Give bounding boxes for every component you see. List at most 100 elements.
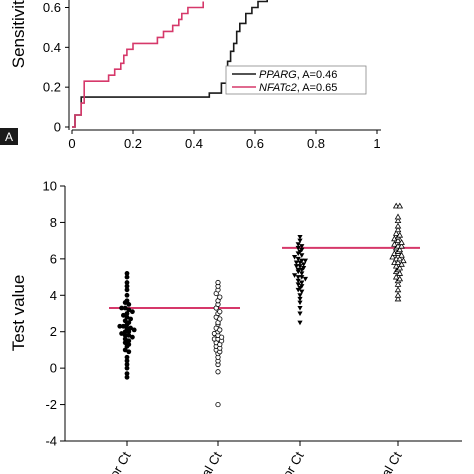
roc-x-tick-label: 1 [373,136,380,151]
data-point [389,253,396,260]
data-point [394,286,402,293]
data-point [396,202,404,209]
dot-y-tick-label: 6 [50,251,57,266]
panel-label: A [5,130,13,144]
data-point [396,246,404,253]
roc-y-tick-label: 0.6 [43,0,61,15]
roc-x-tick-label: 0.8 [307,136,325,151]
data-point [394,291,402,298]
data-point [122,305,128,311]
data-point [128,325,134,331]
roc-series [72,0,268,128]
data-point [398,239,405,245]
data-point [217,316,223,322]
dot-y-tick-label: 8 [50,215,57,230]
dot-x-tick-label: tal Ct [376,449,404,474]
data-point [394,259,402,265]
legend-box [225,65,367,95]
dot-y-tick-label: 0 [50,361,57,376]
dot-y-tick-label: 4 [50,288,57,303]
data-point [131,327,137,333]
data-point [295,256,301,262]
data-point [302,276,308,282]
data-point [391,240,398,247]
data-point [130,309,135,315]
data-point [124,271,130,276]
data-point [126,301,132,307]
data-point [392,262,400,269]
data-point [301,262,307,267]
data-point [124,371,130,377]
data-point [394,217,402,224]
roc-line-pparg [72,0,268,128]
roc-y-tick-label: 0.2 [43,80,61,95]
data-point [295,275,301,280]
data-point [398,242,405,249]
data-point [124,358,130,364]
dot-x-tick-label: or Ct [280,449,307,474]
data-point [396,270,404,276]
roc-y-ticks: 0 0.2 0.4 0.6 [43,0,69,135]
data-point [299,244,305,249]
data-point [124,314,130,320]
data-point [124,283,130,289]
data-point [297,238,303,244]
data-point [400,257,407,264]
data-point [299,271,305,277]
data-point [217,309,223,315]
data-point [219,334,225,340]
data-point [215,401,221,408]
data-point [126,338,132,344]
data-point [394,295,402,302]
data-point [299,247,305,253]
roc-x-tick-label: 0.2 [124,136,142,151]
roc-line-nfatc2 [72,1,204,128]
data-point [299,275,305,280]
data-point [293,264,299,269]
data-point [119,305,124,311]
data-point [293,260,299,266]
dot-y-tick-label: 2 [50,324,57,339]
data-point [295,267,301,273]
dot-y-ticks: -4 -2 0 2 4 6 8 10 [43,179,65,449]
data-point [124,325,130,331]
data-point [396,231,404,238]
data-point [394,280,402,287]
data-point [124,292,130,298]
data-point [124,362,130,367]
dot-x-tick-label: tal Ct [196,449,224,474]
dot-y-tick-label: 10 [43,179,57,194]
data-point [299,284,305,289]
data-point [392,229,400,236]
data-point [121,312,126,318]
dot-points [117,202,407,408]
data-point [394,226,402,233]
data-point [297,264,303,269]
data-point [122,336,128,342]
data-point [299,280,305,286]
data-point [126,342,132,347]
data-point [124,287,130,293]
data-point [396,255,404,262]
data-point [126,329,132,335]
dot-y-tick-label: -4 [45,434,57,449]
data-point [394,222,402,229]
data-point [394,213,402,220]
data-point [124,311,130,316]
data-point [119,331,124,336]
data-point [299,289,305,295]
data-point [297,306,303,311]
data-point [124,365,130,371]
data-point [297,235,303,240]
data-point [217,294,223,300]
data-point [394,237,402,244]
data-point [126,307,132,313]
data-point [292,255,298,260]
data-point [122,340,128,346]
panel-label-box [0,128,18,145]
data-point [122,318,128,324]
data-point [292,273,298,278]
data-point [396,275,404,282]
data-point [124,298,130,304]
